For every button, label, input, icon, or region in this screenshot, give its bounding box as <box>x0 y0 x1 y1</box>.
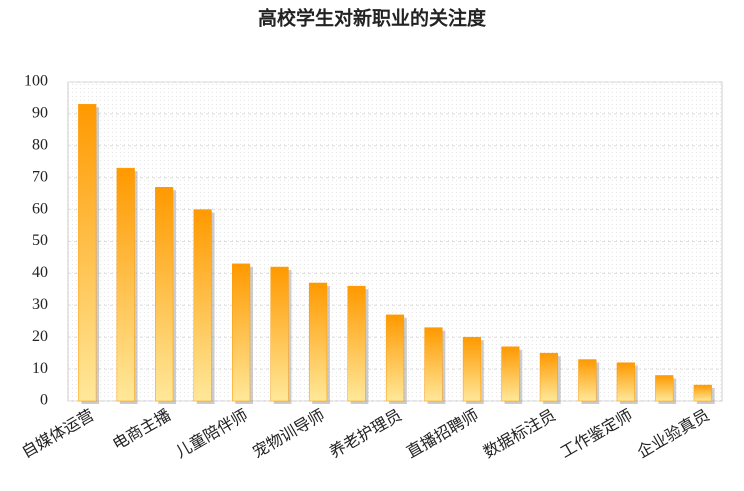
y-tick-label: 30 <box>32 296 48 313</box>
bar <box>270 266 289 402</box>
y-tick-label: 80 <box>32 136 48 153</box>
bar <box>424 327 443 402</box>
bar <box>347 285 366 402</box>
chart-title: 高校学生对新职业的关注度 <box>258 6 487 29</box>
bar <box>578 359 597 402</box>
bar <box>232 263 251 402</box>
y-tick-label: 0 <box>40 392 48 409</box>
y-tick-label: 90 <box>32 105 48 122</box>
bar <box>116 167 135 402</box>
bar <box>462 336 482 402</box>
x-tick-label: 数据标注员 <box>480 406 558 462</box>
bar <box>193 209 212 402</box>
x-tick-label: 宠物训导师 <box>250 406 328 462</box>
y-tick-label: 10 <box>32 360 48 377</box>
x-tick-label: 自媒体运营 <box>19 406 97 462</box>
bar <box>501 346 520 402</box>
bar <box>78 104 97 402</box>
bar <box>155 187 174 402</box>
x-tick-label: 企业验真员 <box>634 406 712 462</box>
x-tick-label: 工作鉴定师 <box>557 406 635 462</box>
bar <box>693 384 712 402</box>
x-tick-label: 直播招聘师 <box>403 406 481 462</box>
y-tick-label: 20 <box>32 328 48 345</box>
bar <box>655 375 674 402</box>
bar <box>616 362 635 402</box>
x-tick-label: 电商主播 <box>110 406 174 454</box>
y-tick-label: 50 <box>32 232 48 249</box>
y-tick-label: 100 <box>24 73 48 90</box>
x-tick-label: 养老护理员 <box>327 406 405 462</box>
y-tick-label: 60 <box>32 200 48 217</box>
y-tick-label: 70 <box>32 168 48 185</box>
bar <box>539 352 558 402</box>
bar <box>308 282 328 402</box>
x-tick-label: 儿童陪伴师 <box>172 405 251 461</box>
bar <box>385 314 405 402</box>
y-tick-label: 40 <box>32 264 48 281</box>
